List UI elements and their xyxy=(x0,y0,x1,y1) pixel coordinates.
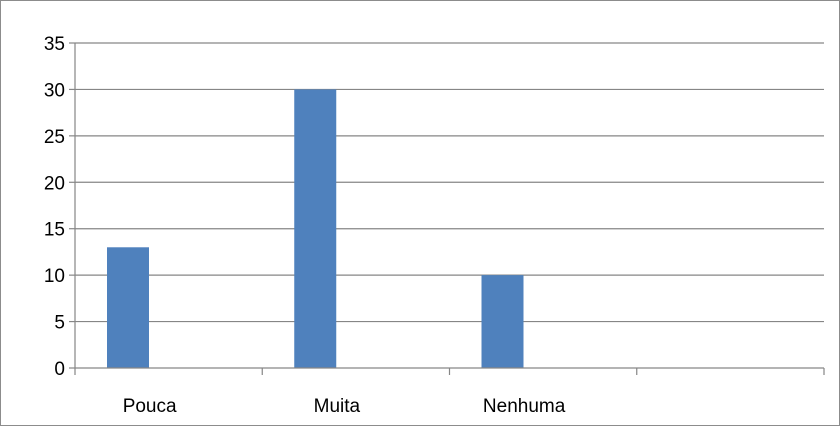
y-tick-label: 10 xyxy=(44,266,65,287)
bar-nenhuma xyxy=(481,275,524,368)
y-tick-label: 35 xyxy=(44,34,65,55)
y-tick-label: 25 xyxy=(44,127,65,148)
gridlines xyxy=(75,42,824,323)
bars xyxy=(107,89,524,368)
bar-muita xyxy=(294,89,337,368)
x-tick-labels: Pouca Muita Nenhuma xyxy=(123,396,566,417)
axes xyxy=(69,42,825,375)
x-tick-label: Muita xyxy=(314,396,361,417)
y-tick-label: 5 xyxy=(54,313,65,334)
y-tick-label: 15 xyxy=(44,220,65,241)
x-tick-label: Nenhuma xyxy=(483,396,566,417)
y-tick-label: 0 xyxy=(54,359,65,380)
x-tick-label: Pouca xyxy=(123,396,177,417)
y-tick-label: 20 xyxy=(44,173,65,194)
y-tick-labels: 0 5 10 15 20 25 30 35 xyxy=(44,34,65,380)
y-tick-label: 30 xyxy=(44,80,65,101)
bar-pouca xyxy=(107,247,149,368)
